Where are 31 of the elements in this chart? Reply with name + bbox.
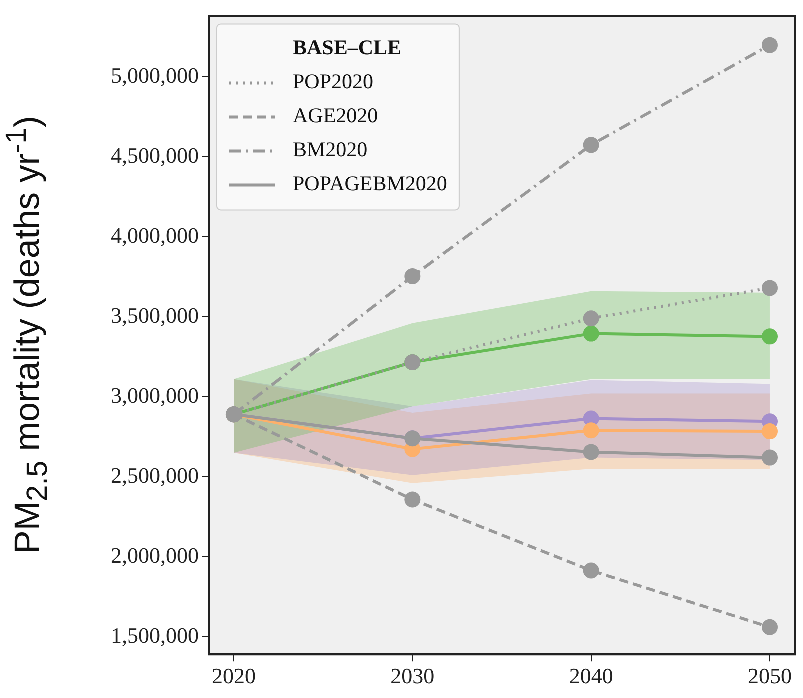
point [762,619,778,636]
point [583,562,600,579]
point [762,37,778,54]
point [762,328,778,345]
legend-title: BASE–CLE [293,36,402,60]
legend-label: POPAGEBM2020 [293,172,448,196]
y-tick-label: 4,500,000 [111,142,199,168]
point [762,424,778,440]
x-tick-label: 2050 [748,664,792,689]
x-tick-label: 2040 [569,664,614,689]
y-tick-label: 5,000,000 [111,62,199,88]
legend-label: BM2020 [293,138,368,162]
legend-label: POP2020 [293,70,374,94]
x-tick-label: 2020 [212,664,256,689]
point [583,137,600,154]
point [404,268,421,285]
x-tick-label: 2030 [390,664,435,689]
y-tick-label: 3,000,000 [111,382,199,408]
point [583,422,600,439]
point [583,310,600,327]
point [583,326,600,342]
point [583,444,600,460]
point [762,280,778,296]
legend-label: AGE2020 [293,104,378,128]
point [404,492,421,508]
y-tick-label: 3,500,000 [111,302,199,328]
y-tick-label: 2,000,000 [111,542,199,568]
y-tick-label: 2,500,000 [111,462,199,488]
y-tick-label: 4,000,000 [111,222,199,248]
point [762,450,778,466]
y-tick-label: 1,500,000 [111,622,199,648]
